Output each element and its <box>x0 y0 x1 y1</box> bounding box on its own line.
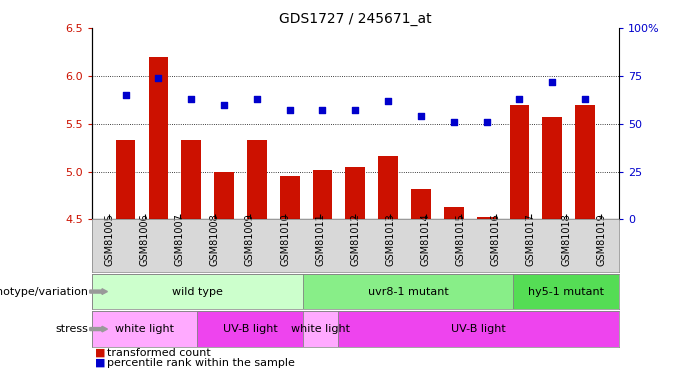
FancyBboxPatch shape <box>303 311 338 347</box>
Bar <box>247 140 267 219</box>
Point <box>317 107 328 113</box>
Point <box>284 107 295 113</box>
Text: genotype/variation: genotype/variation <box>0 286 88 297</box>
Point <box>481 119 492 125</box>
Bar <box>378 156 398 219</box>
Bar <box>116 140 135 219</box>
Text: hy5-1 mutant: hy5-1 mutant <box>528 286 604 297</box>
Point <box>218 102 229 108</box>
Bar <box>345 167 365 219</box>
Point <box>350 107 361 113</box>
Point <box>415 113 426 119</box>
Text: white light: white light <box>290 324 350 334</box>
Bar <box>214 172 234 219</box>
Point <box>547 79 558 85</box>
Text: transformed count: transformed count <box>107 348 211 358</box>
Point <box>448 119 459 125</box>
Bar <box>543 117 562 219</box>
Title: GDS1727 / 245671_at: GDS1727 / 245671_at <box>279 12 432 26</box>
FancyBboxPatch shape <box>338 311 619 347</box>
Text: UV-B light: UV-B light <box>451 324 506 334</box>
Text: wild type: wild type <box>172 286 222 297</box>
Bar <box>509 105 529 219</box>
Bar <box>575 105 595 219</box>
Point <box>252 96 262 102</box>
Point <box>579 96 590 102</box>
Text: white light: white light <box>115 324 174 334</box>
FancyBboxPatch shape <box>92 274 303 309</box>
Point <box>514 96 525 102</box>
Text: stress: stress <box>56 324 88 334</box>
Text: uvr8-1 mutant: uvr8-1 mutant <box>368 286 448 297</box>
Bar <box>444 207 464 219</box>
Bar <box>182 140 201 219</box>
Text: ■: ■ <box>95 357 105 368</box>
Bar <box>411 189 430 219</box>
Point <box>383 98 394 104</box>
Point <box>153 75 164 81</box>
Text: ■: ■ <box>95 348 105 358</box>
Text: UV-B light: UV-B light <box>222 324 277 334</box>
FancyBboxPatch shape <box>303 274 513 309</box>
Point <box>120 92 131 98</box>
Bar <box>148 57 168 219</box>
Text: percentile rank within the sample: percentile rank within the sample <box>107 357 294 368</box>
Point <box>186 96 197 102</box>
Bar <box>280 176 299 219</box>
FancyBboxPatch shape <box>197 311 303 347</box>
Bar <box>313 170 333 219</box>
FancyBboxPatch shape <box>513 274 619 309</box>
Bar <box>477 217 496 219</box>
FancyBboxPatch shape <box>92 311 197 347</box>
